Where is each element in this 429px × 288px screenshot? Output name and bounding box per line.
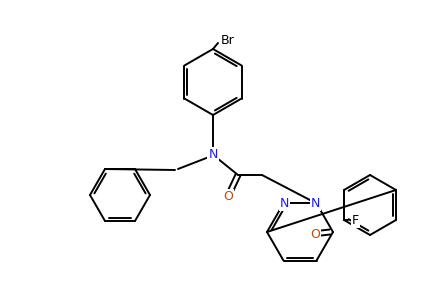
Text: F: F (352, 213, 359, 226)
Text: N: N (311, 197, 320, 210)
Text: N: N (280, 197, 289, 210)
Text: O: O (223, 190, 233, 204)
Text: Br: Br (221, 35, 235, 48)
Text: N: N (208, 149, 218, 162)
Text: O: O (310, 228, 320, 242)
